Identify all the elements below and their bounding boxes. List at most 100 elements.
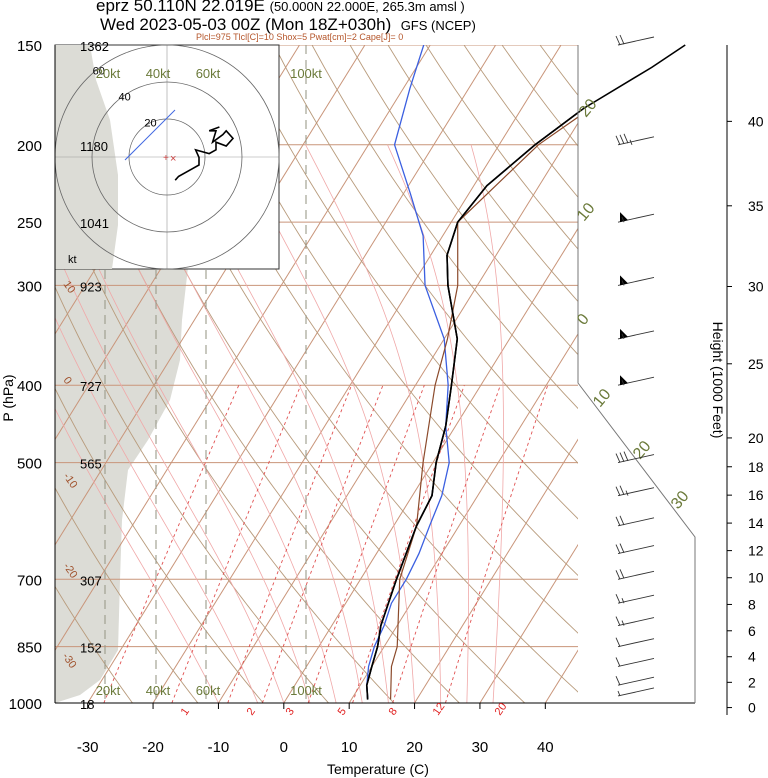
- wind-barb-feather: [619, 515, 625, 526]
- wind-barb: [617, 212, 655, 223]
- moist-adiabat-lines: [55, 144, 504, 703]
- mixing-ratio-line: [103, 385, 240, 703]
- geopotential-height-label: 152: [80, 641, 102, 656]
- height-tick-label: 16: [748, 487, 764, 503]
- mixing-ratio-label: 20: [493, 701, 510, 718]
- mixing-ratio-label: 8: [387, 706, 400, 718]
- wind-speed-label: 100kt: [290, 683, 322, 698]
- geopotential-height-label: 727: [80, 379, 102, 394]
- mixing-ratio-line: [445, 385, 549, 703]
- wind-barb-feather: [619, 485, 625, 496]
- wind-barb-feather: [615, 35, 621, 46]
- hodograph-storm-motion: [124, 109, 176, 161]
- wind-speed-label: 100kt: [290, 66, 322, 81]
- plot-frame: [54, 45, 696, 704]
- temperature-tick-label: 20: [406, 739, 423, 756]
- isotherm-label: 10: [61, 279, 78, 296]
- mixing-ratio-label: 5: [336, 706, 349, 718]
- temperature-tick-label: 10: [341, 739, 358, 756]
- moist-adiabat: [55, 407, 219, 703]
- dry-adiabat: [311, 45, 578, 410]
- pressure-tick-label: 250: [17, 215, 42, 232]
- x-axis-title: Temperature (C): [327, 761, 429, 777]
- pressure-tick-label: 150: [17, 38, 42, 55]
- height-tick-label: 10: [748, 570, 764, 586]
- geopotential-height-label: 923: [80, 279, 102, 294]
- dry-adiabat: [55, 387, 264, 703]
- mixing-ratio-label: 12: [431, 701, 448, 718]
- height-tick-label: 4: [748, 649, 756, 665]
- height-tick-label: 12: [748, 543, 764, 559]
- mixing-ratio-line: [392, 385, 501, 703]
- dry-adiabat: [597, 21, 768, 720]
- hodograph-trace: [174, 126, 235, 181]
- height-tick-label: 30: [748, 279, 764, 295]
- mixing-ratio-line: [261, 385, 384, 703]
- isotherm-line: [55, 45, 366, 546]
- wind-barb: [615, 569, 655, 580]
- pressure-tick-label: 300: [17, 278, 42, 295]
- upper-isotherm-label: 10: [590, 386, 615, 411]
- hodograph-ring: [128, 118, 206, 196]
- moist-adiabat: [234, 144, 415, 703]
- wind-barb-feather: [615, 616, 621, 626]
- isotherm-line: [218, 122, 578, 703]
- height-axis-title: Height (1000 Feet): [710, 322, 726, 439]
- wind-barb-feather: [615, 544, 621, 554]
- isotherm-line: [544, 649, 578, 703]
- temperature-tick-label: -30: [77, 739, 99, 756]
- wind-barb-feather: [615, 676, 621, 686]
- wind-barb: [615, 34, 655, 46]
- dry-adiabat: [577, 45, 578, 46]
- pressure-tick-label: 850: [17, 640, 42, 657]
- height-tick-label: 8: [748, 596, 756, 612]
- dry-adiabat: [273, 45, 578, 464]
- wind-barb-feather: [615, 594, 621, 604]
- wind-barb-half-feather: [621, 333, 625, 340]
- sounding-series: [365, 45, 578, 700]
- moist-adiabat: [124, 144, 363, 703]
- model-name: GFS (NCEP): [400, 18, 476, 33]
- wind-barb-staff: [617, 687, 655, 697]
- pressure-tick-label: 200: [17, 138, 42, 155]
- mixing-ratio-label: 3: [284, 706, 297, 718]
- hodograph-ring: [91, 81, 243, 233]
- wind-barb-staff: [617, 594, 655, 604]
- wind-barb-half-feather: [629, 139, 633, 145]
- moist-adiabat: [55, 246, 285, 703]
- dry-adiabat: [159, 45, 578, 634]
- isotherm-line: [348, 332, 578, 703]
- wind-speed-label: 40kt: [146, 66, 171, 81]
- moist-adiabat: [55, 316, 259, 703]
- isotherm-line: [414, 438, 578, 703]
- hodograph-ring-label: 40: [119, 92, 131, 104]
- wind-barb-half-feather: [621, 620, 625, 626]
- wind-barb-staff: [617, 638, 655, 648]
- wind-barb-flag: [620, 212, 628, 223]
- wind-barb-half-feather: [625, 490, 629, 496]
- moist-adiabat: [55, 164, 311, 703]
- hodograph-mean-wind-marker: +: [163, 153, 169, 164]
- temperature-tick-label: -10: [208, 739, 230, 756]
- wind-barb: [615, 676, 655, 686]
- wind-barb-feather: [615, 516, 621, 527]
- isotherm-line: [55, 45, 431, 652]
- wind-barb-column: [615, 34, 655, 697]
- moist-adiabat: [82, 144, 337, 703]
- wind-barb-feather: [619, 569, 625, 579]
- dry-adiabat: [121, 45, 578, 693]
- wind-speed-label: 40kt: [146, 683, 171, 698]
- station-name: eprz 50.110N 22.019E: [96, 0, 265, 15]
- wind-barb: [615, 616, 655, 627]
- wind-barb-feather: [619, 543, 625, 553]
- wind-barb-half-feather: [621, 380, 625, 386]
- hodograph-unit-label: kt: [68, 254, 77, 266]
- wind-barb: [617, 328, 655, 340]
- wind-barb-feather: [619, 34, 625, 45]
- wind-speed-label: 60kt: [196, 66, 221, 81]
- mixing-ratio-line: [227, 385, 352, 703]
- wind-barb: [615, 485, 655, 497]
- geopotential-height-label: 565: [80, 457, 102, 472]
